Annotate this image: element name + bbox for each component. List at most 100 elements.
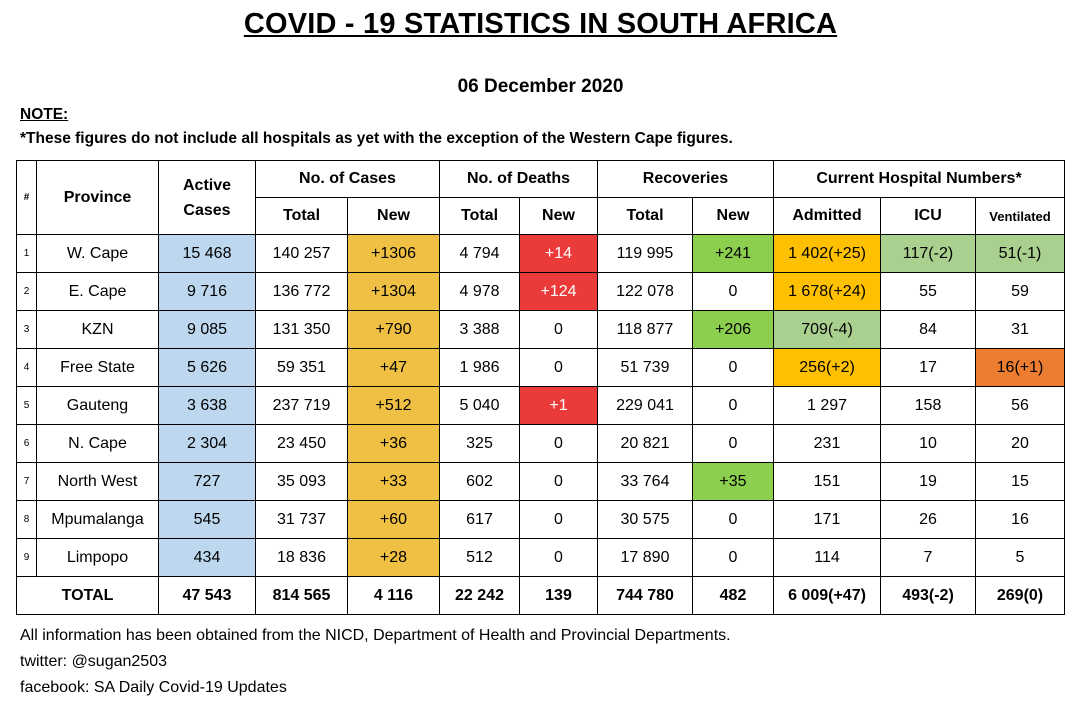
recoveries-new-cell: +206 bbox=[692, 310, 774, 349]
cases-new-cell: +33 bbox=[347, 462, 440, 501]
cases-total-cell: 18 836 bbox=[255, 538, 348, 577]
active-cases-cell: 2 304 bbox=[158, 424, 256, 463]
active-cases-cell: 5 626 bbox=[158, 348, 256, 387]
active-cases-cell: 434 bbox=[158, 538, 256, 577]
recoveries-new-cell: 0 bbox=[692, 500, 774, 539]
admitted-cell: 1 297 bbox=[773, 386, 881, 425]
icu-cell: 117(-2) bbox=[880, 234, 976, 273]
header-admitted: Admitted bbox=[773, 197, 881, 235]
recoveries-new-cell: 0 bbox=[692, 348, 774, 387]
icu-cell: 17 bbox=[880, 348, 976, 387]
cases-new-cell: +60 bbox=[347, 500, 440, 539]
row-number: 4 bbox=[16, 348, 37, 387]
page-title: COVID - 19 STATISTICS IN SOUTH AFRICA bbox=[243, 8, 838, 40]
cases-new-cell: +1304 bbox=[347, 272, 440, 311]
row-number: 9 bbox=[16, 538, 37, 577]
table-row: 8 Mpumalanga 545 31 737 +60 617 0 30 575… bbox=[16, 500, 1065, 539]
note-heading: NOTE: bbox=[20, 106, 69, 123]
province-cell: E. Cape bbox=[36, 272, 159, 311]
total-label: TOTAL bbox=[16, 576, 159, 615]
active-cases-cell: 9 716 bbox=[158, 272, 256, 311]
admitted-cell: 171 bbox=[773, 500, 881, 539]
table-row: 4 Free State 5 626 59 351 +47 1 986 0 51… bbox=[16, 348, 1065, 387]
active-cases-cell: 727 bbox=[158, 462, 256, 501]
cases-total-cell: 136 772 bbox=[255, 272, 348, 311]
header-cases-total: Total bbox=[255, 197, 348, 235]
row-number: 5 bbox=[16, 386, 37, 425]
recoveries-new-cell: 0 bbox=[692, 386, 774, 425]
icu-cell: 10 bbox=[880, 424, 976, 463]
total-deaths-total: 22 242 bbox=[439, 576, 520, 615]
cases-total-cell: 140 257 bbox=[255, 234, 348, 273]
cases-total-cell: 131 350 bbox=[255, 310, 348, 349]
deaths-total-cell: 5 040 bbox=[439, 386, 520, 425]
recoveries-total-cell: 33 764 bbox=[597, 462, 693, 501]
deaths-total-cell: 4 978 bbox=[439, 272, 520, 311]
recoveries-total-cell: 118 877 bbox=[597, 310, 693, 349]
table-row: 7 North West 727 35 093 +33 602 0 33 764… bbox=[16, 462, 1065, 501]
admitted-cell: 1 678(+24) bbox=[773, 272, 881, 311]
ventilated-cell: 59 bbox=[975, 272, 1065, 311]
deaths-total-cell: 325 bbox=[439, 424, 520, 463]
active-cases-cell: 9 085 bbox=[158, 310, 256, 349]
recoveries-total-cell: 119 995 bbox=[597, 234, 693, 273]
recoveries-total-cell: 229 041 bbox=[597, 386, 693, 425]
cases-total-cell: 31 737 bbox=[255, 500, 348, 539]
icu-cell: 26 bbox=[880, 500, 976, 539]
cases-new-cell: +790 bbox=[347, 310, 440, 349]
table-row: 3 KZN 9 085 131 350 +790 3 388 0 118 877… bbox=[16, 310, 1065, 349]
row-number: 1 bbox=[16, 234, 37, 273]
recoveries-new-cell: 0 bbox=[692, 424, 774, 463]
admitted-cell: 151 bbox=[773, 462, 881, 501]
ventilated-cell: 16(+1) bbox=[975, 348, 1065, 387]
deaths-total-cell: 617 bbox=[439, 500, 520, 539]
cases-new-cell: +1306 bbox=[347, 234, 440, 273]
footer-twitter: twitter: @sugan2503 bbox=[20, 653, 167, 670]
footer-source: All information has been obtained from t… bbox=[20, 627, 731, 644]
active-cases-cell: 3 638 bbox=[158, 386, 256, 425]
recoveries-new-cell: 0 bbox=[692, 538, 774, 577]
province-cell: W. Cape bbox=[36, 234, 159, 273]
row-number: 3 bbox=[16, 310, 37, 349]
note-text: *These figures do not include all hospit… bbox=[20, 130, 733, 147]
header-deaths: No. of Deaths bbox=[439, 160, 598, 198]
active-cases-cell: 15 468 bbox=[158, 234, 256, 273]
recoveries-total-cell: 20 821 bbox=[597, 424, 693, 463]
header-hospital: Current Hospital Numbers* bbox=[773, 160, 1065, 198]
deaths-new-cell: +14 bbox=[519, 234, 598, 273]
statistics-table: # Province Active Cases No. of Cases No.… bbox=[16, 160, 1065, 615]
total-deaths-new: 139 bbox=[519, 576, 598, 615]
total-recoveries-new: 482 bbox=[692, 576, 774, 615]
cases-new-cell: +28 bbox=[347, 538, 440, 577]
icu-cell: 84 bbox=[880, 310, 976, 349]
deaths-total-cell: 602 bbox=[439, 462, 520, 501]
province-cell: Limpopo bbox=[36, 538, 159, 577]
header-recoveries-new: New bbox=[692, 197, 774, 235]
deaths-total-cell: 512 bbox=[439, 538, 520, 577]
total-active: 47 543 bbox=[158, 576, 256, 615]
province-cell: Free State bbox=[36, 348, 159, 387]
deaths-new-cell: +1 bbox=[519, 386, 598, 425]
row-number: 6 bbox=[16, 424, 37, 463]
province-cell: North West bbox=[36, 462, 159, 501]
ventilated-cell: 20 bbox=[975, 424, 1065, 463]
deaths-new-cell: 0 bbox=[519, 348, 598, 387]
row-number: 2 bbox=[16, 272, 37, 311]
total-icu: 493(-2) bbox=[880, 576, 976, 615]
footer-facebook: facebook: SA Daily Covid-19 Updates bbox=[20, 679, 287, 696]
deaths-total-cell: 1 986 bbox=[439, 348, 520, 387]
recoveries-new-cell: +35 bbox=[692, 462, 774, 501]
admitted-cell: 256(+2) bbox=[773, 348, 881, 387]
province-cell: Gauteng bbox=[36, 386, 159, 425]
header-icu: ICU bbox=[880, 197, 976, 235]
deaths-total-cell: 3 388 bbox=[439, 310, 520, 349]
cases-new-cell: +36 bbox=[347, 424, 440, 463]
province-cell: KZN bbox=[36, 310, 159, 349]
cases-new-cell: +512 bbox=[347, 386, 440, 425]
header-recoveries: Recoveries bbox=[597, 160, 774, 198]
deaths-new-cell: 0 bbox=[519, 462, 598, 501]
header-recoveries-total: Total bbox=[597, 197, 693, 235]
cases-total-cell: 237 719 bbox=[255, 386, 348, 425]
ventilated-cell: 51(-1) bbox=[975, 234, 1065, 273]
header-cases-new: New bbox=[347, 197, 440, 235]
